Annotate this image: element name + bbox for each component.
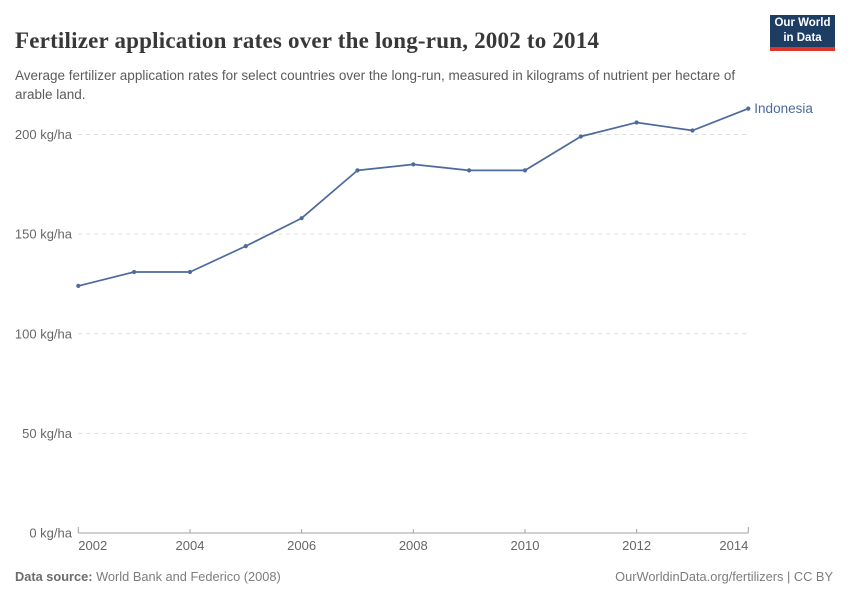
data-source-text: World Bank and Federico (2008) <box>92 569 281 584</box>
y-axis-tick-label: 0 kg/ha <box>29 526 72 541</box>
data-point[interactable] <box>522 168 528 173</box>
x-axis-tick-label: 2012 <box>622 538 651 553</box>
x-axis-tick-label: 2006 <box>287 538 316 553</box>
data-point[interactable] <box>76 283 81 288</box>
chart-subtitle: Average fertilizer application rates for… <box>15 67 736 103</box>
data-point[interactable] <box>132 269 137 275</box>
y-axis-tick-label: 150 kg/ha <box>15 227 73 242</box>
y-axis-tick-label: 50 kg/ha <box>22 426 73 441</box>
x-axis-tick-label: 2004 <box>176 538 205 553</box>
data-source-label: Data source: <box>15 569 93 584</box>
x-axis-tick-label: 2002 <box>78 538 107 553</box>
owid-logo[interactable]: Our World in Data <box>770 15 835 51</box>
data-point[interactable] <box>746 106 751 111</box>
data-point[interactable] <box>690 128 695 133</box>
data-point[interactable] <box>578 134 583 139</box>
data-point[interactable] <box>634 120 639 125</box>
page-title: Fertilizer application rates over the lo… <box>15 28 600 54</box>
data-point[interactable] <box>187 269 193 275</box>
data-point[interactable] <box>411 162 416 167</box>
y-axis-tick-label: 200 kg/ha <box>15 127 73 142</box>
x-axis-tick-label: 2010 <box>511 538 540 553</box>
data-source-note: Data source: World Bank and Federico (20… <box>15 569 281 584</box>
owid-logo-line2: in Data <box>783 32 822 44</box>
owid-logo-line1: Our World <box>774 17 831 30</box>
y-axis-tick-label: 100 kg/ha <box>15 326 73 341</box>
data-point[interactable] <box>467 168 472 173</box>
series-end-label: Indonesia <box>754 101 813 116</box>
x-axis-tick-label: 2014 <box>719 538 748 553</box>
x-axis-tick-label: 2008 <box>399 538 428 553</box>
data-point[interactable] <box>243 244 248 249</box>
data-point[interactable] <box>299 216 304 221</box>
data-point[interactable] <box>355 168 360 173</box>
chart-line-indonesia[interactable] <box>77 107 750 287</box>
owid-credit-link[interactable]: OurWorldinData.org/fertilizers | CC BY <box>615 569 833 584</box>
